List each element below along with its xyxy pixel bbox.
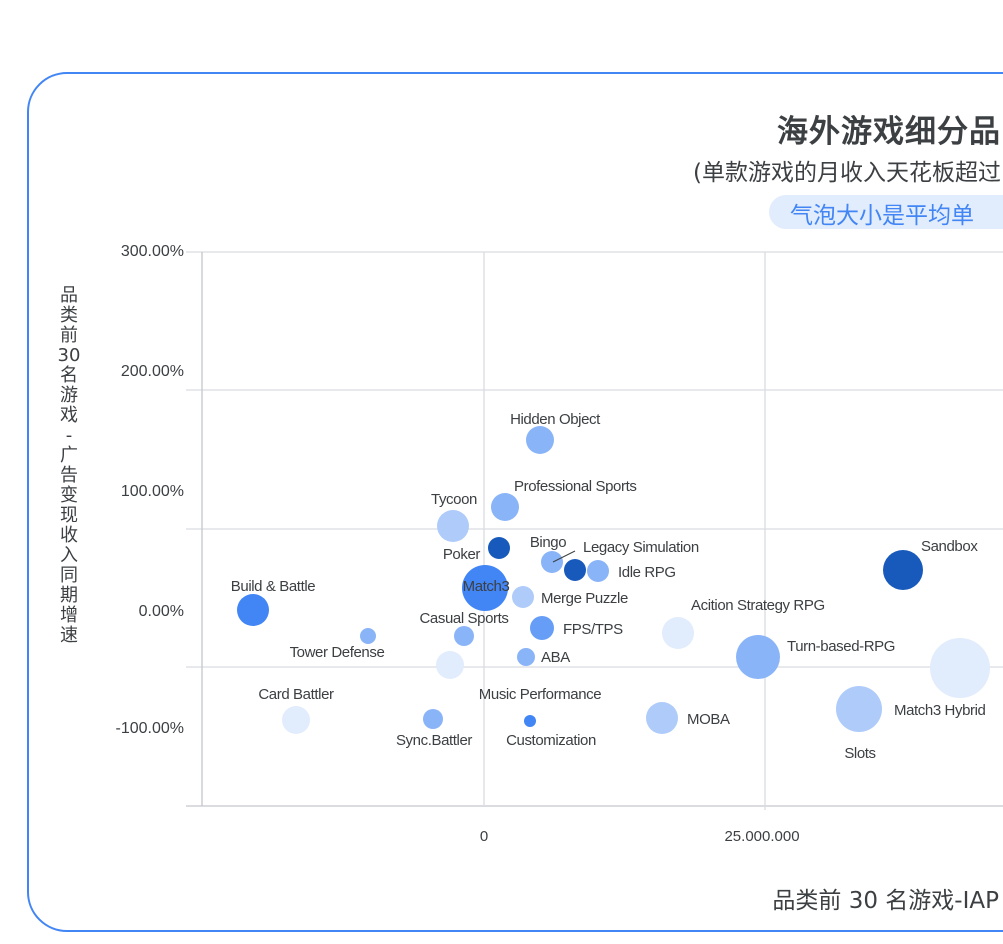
bubble-label: FPS/TPS [563,621,623,638]
bubble-sandbox[interactable] [883,550,923,590]
bubble-note: 气泡大小是平均单 [790,203,974,229]
bubble-sync-battler[interactable] [423,709,443,729]
bubble-label: Acition Strategy RPG [691,597,825,614]
bubble-label: Sync.Battler [396,732,472,749]
y-tick-minus-100: -100.00% [115,720,185,737]
y-tick-200: 200.00% [120,363,184,380]
bubble-match3[interactable] [462,565,508,611]
x-tick-0: 0 [479,828,489,845]
bubble-label: Hidden Object [510,411,601,428]
bubble-label: Tycoon [431,491,477,508]
bubble-label: Sandbox [921,538,978,555]
bubble-tycoon[interactable] [437,510,469,542]
bubble-merge-puzzle[interactable] [512,586,534,608]
bubble-turn-based-rpg[interactable] [736,635,780,679]
bubble-label: Casual Sports [419,610,508,627]
bubble-casual-sports[interactable] [454,626,474,646]
bubble-note-pill [769,195,1003,229]
bubble-label: Tower Defense [290,644,385,661]
bubble-labels: Hidden Object Professional Sports Tycoon Po… [231,411,986,762]
bubble-poker[interactable] [488,537,510,559]
chart-title: 海外游戏细分品 [777,114,1001,150]
bubble-label: ABA [541,649,570,666]
bubbles [237,426,990,734]
bubble-label: Bingo [530,534,566,551]
bubble-build-battle[interactable] [237,594,269,626]
bubble-match3-hybrid[interactable] [930,638,990,698]
y-axis-title: 品类前 30名游戏 - 广告变现收入同期增速 [57,285,81,646]
bubble-legacy-simulation[interactable] [564,559,586,581]
bubble-music-performance[interactable] [524,715,536,727]
bubble-label: Idle RPG [618,564,676,581]
y-tick-100: 100.00% [120,483,184,500]
bubble-slots[interactable] [836,686,882,732]
bubble-label: MOBA [687,711,730,728]
bubble-aba[interactable] [517,648,535,666]
x-axis-title: 品类前 30 名游戏-IAP [772,888,999,914]
bubble-acition-strategy-rpg[interactable] [662,617,694,649]
bubble-label: Legacy Simulation [583,539,699,556]
bingo-leader-line [552,550,576,563]
bubble-moba[interactable] [646,702,678,734]
bubble-label: Match3 Hybrid [894,702,986,719]
bubble-label: Slots [844,745,875,762]
chart-subtitle: (单款游戏的月收入天花板超过 [693,160,1001,186]
bubble-label: Match3 [463,578,510,595]
bubble-card-battler[interactable] [282,706,310,734]
bubble-label: Professional Sports [514,478,636,495]
bubble-idle-rpg[interactable] [587,560,609,582]
bubble-label: Merge Puzzle [541,590,628,607]
bubble-unlabeled[interactable] [436,651,464,679]
bubble-label: Poker [443,546,481,563]
bubble-label: Build & Battle [231,578,316,595]
y-tick-0: 0.00% [138,603,184,620]
bubble-label: Music Performance [479,686,601,703]
y-tick-300: 300.00% [120,243,184,260]
bubble-label: Turn-based-RPG [787,638,895,655]
gridlines [186,251,1003,810]
bubble-bingo[interactable] [541,551,563,573]
bubble-fps-tps[interactable] [530,616,554,640]
bubble-professional-sports[interactable] [491,493,519,521]
x-tick-25m: 25.000.000 [724,828,800,845]
bubble-label: Card Battler [258,686,334,703]
bubble-label: Customization [506,732,596,749]
bubble-tower-defense[interactable] [360,628,376,644]
bubble-hidden-object[interactable] [526,426,554,454]
